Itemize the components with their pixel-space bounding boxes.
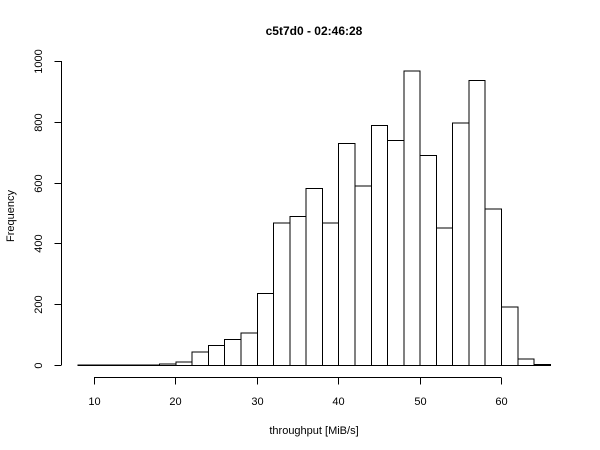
y-tick-label: 0	[33, 362, 45, 368]
x-axis: 10 20 30 40 50 60	[88, 377, 508, 408]
histogram-bar	[403, 70, 421, 366]
histogram-bar	[387, 140, 405, 366]
histogram-bar	[517, 358, 535, 367]
y-tick-label: 600	[33, 174, 45, 192]
x-tick-label: 50	[414, 396, 426, 408]
histogram-bar	[484, 208, 503, 366]
x-tick-label: 30	[251, 396, 263, 408]
histogram-bar	[419, 155, 437, 366]
histogram-bar	[338, 143, 356, 366]
histogram-bar	[207, 345, 226, 366]
x-tick-label: 40	[332, 396, 344, 408]
histogram-bar	[191, 351, 209, 367]
y-axis-label: Frequency	[5, 190, 17, 242]
histogram-bar	[305, 187, 323, 366]
histogram-bar	[224, 339, 242, 367]
y-tick-label: 1000	[33, 49, 45, 73]
x-tick-label: 10	[88, 396, 100, 408]
histogram-bar	[435, 227, 454, 366]
histogram-bar	[533, 364, 551, 367]
histogram-bar	[256, 292, 275, 366]
histogram-bar	[370, 124, 389, 366]
x-tick-label: 20	[169, 396, 181, 408]
histogram-bar	[159, 363, 177, 367]
histogram-bar	[468, 79, 486, 367]
histogram-bar	[175, 361, 193, 366]
y-tick-label: 400	[33, 234, 45, 252]
histogram-bar	[273, 222, 291, 366]
x-axis-label: throughput [MiB/s]	[269, 425, 358, 437]
y-tick-label: 200	[33, 295, 45, 313]
histogram-bar	[501, 306, 519, 367]
histogram-bar	[321, 222, 340, 366]
bars-group	[77, 70, 551, 367]
histogram-bar	[354, 185, 372, 366]
histogram-bar	[240, 332, 258, 366]
chart-title: c5t7d0 - 02:46:28	[266, 24, 363, 38]
histogram-bar	[289, 216, 307, 366]
y-tick-label: 800	[33, 113, 45, 131]
y-axis: 0 200 400 600 800 1000	[33, 49, 62, 369]
x-tick-label: 60	[495, 396, 507, 408]
histogram-bar	[452, 122, 470, 366]
